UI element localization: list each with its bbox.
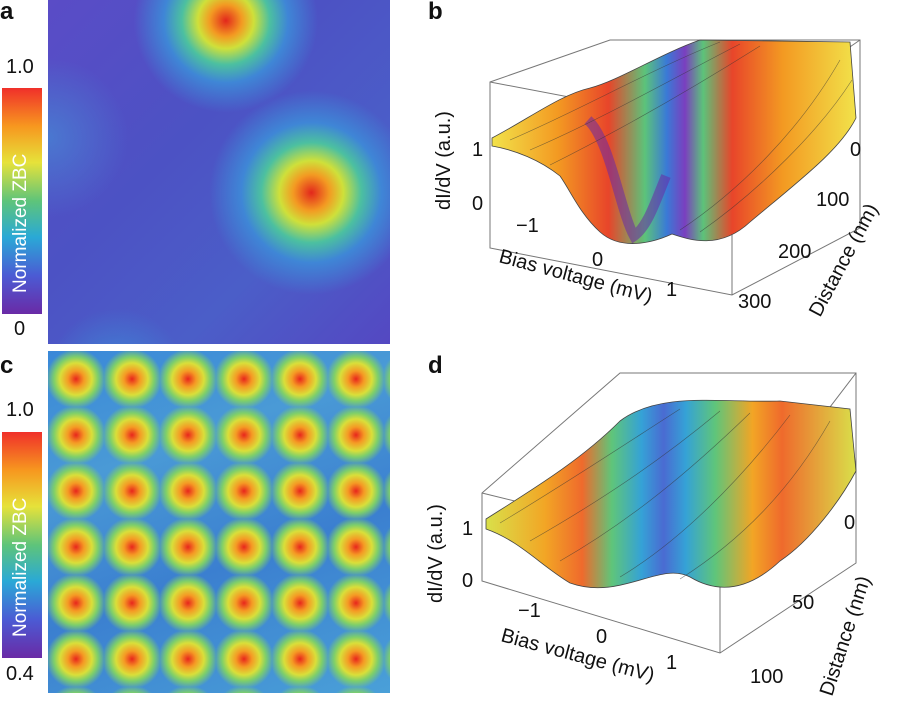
- panel-b-xtick-neg1: −1: [516, 215, 539, 237]
- panel-b-zlabel: dI/dV (a.u.): [433, 111, 455, 210]
- panel-b-ytick-300: 300: [738, 291, 771, 313]
- panel-d-ytick-100: 100: [750, 666, 783, 688]
- panel-d-xtick-0: 0: [596, 626, 607, 648]
- panel-d-zlabel: dI/dV (a.u.): [425, 504, 447, 603]
- panel-b-ztick-1: 1: [472, 139, 483, 161]
- panel-d-xlabel: Bias voltage (mV): [499, 625, 657, 687]
- panel-d-ztick-0: 0: [462, 570, 473, 592]
- panel-b-surface-plot: dI/dV (a.u.) 1 0 −1 0 1 Bias voltage (mV…: [433, 39, 883, 320]
- panel-a-letter: a: [0, 0, 14, 25]
- panel-b-ytick-0: 0: [850, 139, 861, 161]
- panel-b-letter: b: [428, 0, 443, 25]
- panel-a-colorbar-max: 1.0: [6, 56, 34, 78]
- panel-a-colorbar-label: Normalized ZBC: [10, 153, 31, 293]
- panel-c-letter: c: [0, 352, 14, 379]
- panel-a-colorbar: Normalized ZBC: [2, 88, 42, 314]
- panel-c-colorbar-min: 0.4: [6, 663, 34, 685]
- panel-d-letter: d: [428, 352, 443, 379]
- panel-b-ytick-200: 200: [778, 241, 811, 263]
- panel-d-ztick-1: 1: [462, 518, 473, 540]
- panel-b-xtick-0: 0: [592, 249, 603, 271]
- panel-b-xtick-1: 1: [666, 279, 677, 301]
- panel-c-zbc-map: [48, 351, 390, 693]
- panel-c-colorbar-max: 1.0: [6, 399, 34, 421]
- panel-d-ytick-50: 50: [792, 592, 814, 614]
- panel-d-surface: [485, 399, 857, 589]
- panel-d-xtick-neg1: −1: [518, 600, 541, 622]
- panel-c-colorbar: Normalized ZBC: [2, 432, 42, 658]
- panel-a-zbc-map: [48, 0, 390, 344]
- panel-b-ytick-100: 100: [816, 189, 849, 211]
- panel-d-ylabel: Distance (nm): [816, 573, 875, 698]
- panel-c-colorbar-label: Normalized ZBC: [10, 497, 31, 637]
- panel-b-surface: [491, 39, 857, 244]
- panel-d-xtick-1: 1: [666, 652, 677, 674]
- panel-b-xlabel: Bias voltage (mV): [497, 246, 655, 308]
- panel-a-colorbar-min: 0: [14, 318, 26, 340]
- panel-b-ztick-0: 0: [472, 193, 483, 215]
- panel-d-ytick-0: 0: [844, 512, 855, 534]
- panel-d-surface-plot: dI/dV (a.u.) 1 0 −1 0 1 Bias voltage (mV…: [425, 372, 875, 699]
- panel-b-ylabel: Distance (nm): [805, 200, 883, 320]
